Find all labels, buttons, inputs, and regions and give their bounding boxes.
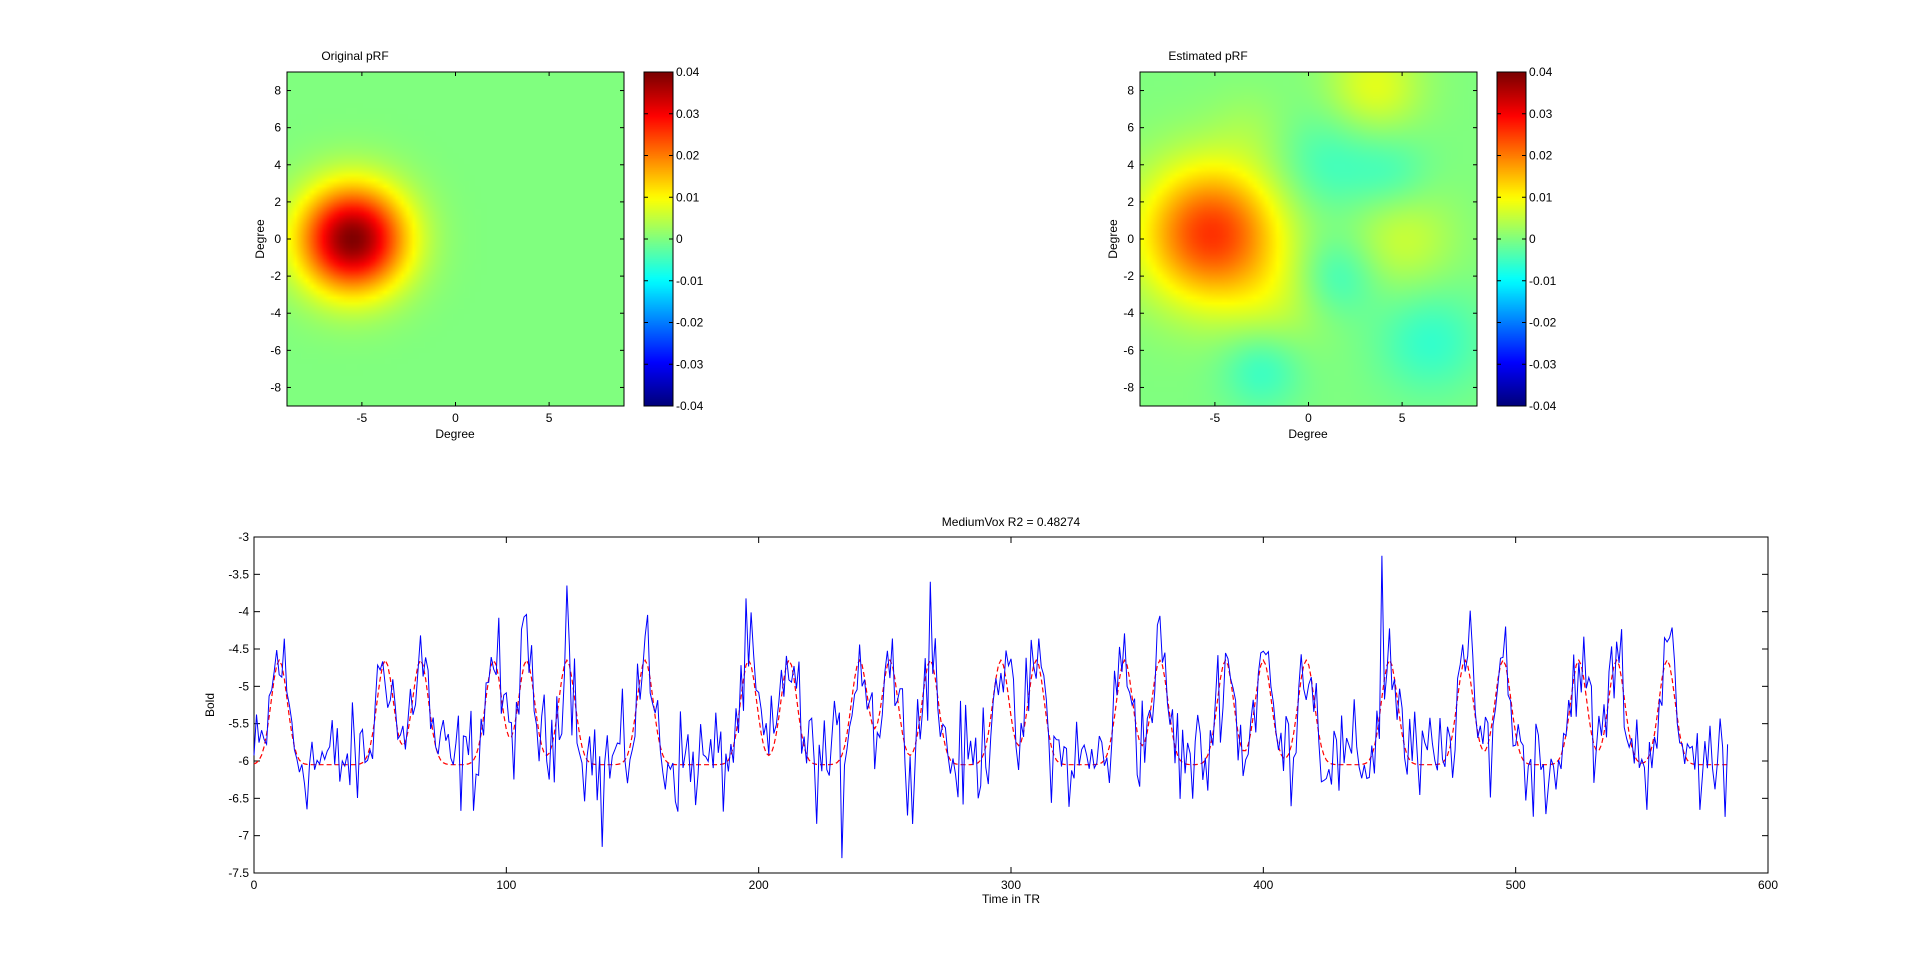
timeseries-x-tick-label: 400 xyxy=(1253,878,1273,892)
estimated-prf-colorbar-tick-label: -0.01 xyxy=(1529,274,1557,288)
original-prf-y-tick-label: 2 xyxy=(274,195,281,209)
estimated-prf-y-tick-label: 4 xyxy=(1127,158,1134,172)
estimated-prf-colorbar-ticks: 0.04 0.03 0.02 0.01 0 -0.01 -0.02 -0.03 -0.04 xyxy=(1497,65,1557,413)
estimated-prf-colorbar-tick-label: 0.04 xyxy=(1529,65,1553,79)
estimated-prf-y-tick-label: 2 xyxy=(1127,195,1134,209)
original-prf-y-tick-label: 4 xyxy=(274,158,281,172)
timeseries-y-tick-label: -4.5 xyxy=(228,642,249,656)
original-prf-y-tick-label: -6 xyxy=(270,343,281,357)
estimated-prf-x-tick-label: -5 xyxy=(1210,411,1221,425)
original-prf-y-tick-label: -8 xyxy=(270,380,281,394)
estimated-prf-colorbar-tick-label: -0.02 xyxy=(1529,316,1557,330)
original-prf-panel: Original pRF -5 0 5 8 6 4 2 0 -2 -4 -6 -8 Degree D… xyxy=(253,49,704,441)
timeseries-x-tick-label: 300 xyxy=(1001,878,1021,892)
estimated-prf-y-tick-label: 0 xyxy=(1127,232,1134,246)
timeseries-y-ticks: -3 -3.5 -4 -4.5 -5 -5.5 -6 -6.5 -7 -7.5 xyxy=(228,530,1768,880)
timeseries-x-ticks: 0 100 200 300 400 500 600 xyxy=(251,537,1778,892)
estimated-prf-colorbar-tick-label: 0.03 xyxy=(1529,107,1553,121)
estimated-prf-colorbar-tick-label: -0.03 xyxy=(1529,357,1557,371)
estimated-prf-y-tick-label: 8 xyxy=(1127,84,1134,98)
original-prf-y-tick-label: -2 xyxy=(270,269,281,283)
original-prf-colorbar xyxy=(644,72,673,406)
original-prf-y-tick-label: 0 xyxy=(274,232,281,246)
original-prf-colorbar-tick-label: -0.04 xyxy=(676,399,704,413)
timeseries-panel: MediumVox R2 = 0.48274 0 100 200 300 400 500 6… xyxy=(203,515,1778,906)
original-prf-colorbar-tick-label: -0.02 xyxy=(676,316,704,330)
original-prf-colorbar-tick-label: -0.03 xyxy=(676,357,704,371)
original-prf-y-tick-label: 8 xyxy=(274,84,281,98)
original-prf-x-ticks: -5 0 5 xyxy=(357,72,553,425)
original-prf-colorbar-tick-label: 0.03 xyxy=(676,107,700,121)
estimated-prf-y-tick-label: -8 xyxy=(1123,380,1134,394)
estimated-prf-heatmap xyxy=(1140,72,1477,406)
original-prf-ylabel: Degree xyxy=(253,219,267,259)
estimated-prf-colorbar xyxy=(1497,72,1526,406)
bold-signal-line xyxy=(253,555,1729,859)
timeseries-xlabel: Time in TR xyxy=(982,892,1040,906)
original-prf-title: Original pRF xyxy=(321,49,388,63)
timeseries-y-tick-label: -7.5 xyxy=(228,866,249,880)
timeseries-x-tick-label: 100 xyxy=(496,878,516,892)
timeseries-y-tick-label: -7 xyxy=(238,829,249,843)
estimated-prf-x-ticks: -5 0 5 xyxy=(1210,72,1406,425)
estimated-prf-y-tick-label: -4 xyxy=(1123,306,1134,320)
original-prf-colorbar-tick-label: 0.01 xyxy=(676,190,700,204)
original-prf-heatmap xyxy=(287,72,624,406)
estimated-prf-title: Estimated pRF xyxy=(1168,49,1247,63)
timeseries-y-tick-label: -3 xyxy=(238,530,249,544)
original-prf-x-tick-label: 5 xyxy=(546,411,553,425)
original-prf-colorbar-ticks: 0.04 0.03 0.02 0.01 0 -0.01 -0.02 -0.03 -0.04 xyxy=(644,65,704,413)
estimated-prf-y-tick-label: 6 xyxy=(1127,121,1134,135)
original-prf-x-tick-label: -5 xyxy=(357,411,368,425)
original-prf-colorbar-tick-label: 0.02 xyxy=(676,149,700,163)
estimated-prf-colorbar-tick-label: 0.02 xyxy=(1529,149,1553,163)
estimated-prf-y-tick-label: -6 xyxy=(1123,343,1134,357)
timeseries-y-tick-label: -5 xyxy=(238,679,249,693)
timeseries-x-tick-label: 600 xyxy=(1758,878,1778,892)
estimated-prf-xlabel: Degree xyxy=(1288,427,1328,441)
timeseries-x-tick-label: 0 xyxy=(251,878,258,892)
estimated-prf-x-tick-label: 5 xyxy=(1399,411,1406,425)
estimated-prf-ylabel: Degree xyxy=(1106,219,1120,259)
original-prf-y-tick-label: 6 xyxy=(274,121,281,135)
timeseries-ylabel: Bold xyxy=(203,693,217,717)
timeseries-y-tick-label: -3.5 xyxy=(228,567,249,581)
estimated-prf-colorbar-tick-label: 0 xyxy=(1529,232,1536,246)
timeseries-y-tick-label: -6.5 xyxy=(228,791,249,805)
estimated-prf-x-tick-label: 0 xyxy=(1305,411,1312,425)
estimated-prf-y-ticks: 8 6 4 2 0 -2 -4 -6 -8 xyxy=(1123,84,1477,394)
original-prf-colorbar-tick-label: 0.04 xyxy=(676,65,700,79)
timeseries-y-tick-label: -4 xyxy=(238,605,249,619)
original-prf-x-tick-label: 0 xyxy=(452,411,459,425)
timeseries-y-tick-label: -6 xyxy=(238,754,249,768)
timeseries-x-tick-label: 500 xyxy=(1506,878,1526,892)
original-prf-xlabel: Degree xyxy=(435,427,475,441)
timeseries-title: MediumVox R2 = 0.48274 xyxy=(942,515,1081,529)
original-prf-y-tick-label: -4 xyxy=(270,306,281,320)
estimated-prf-colorbar-tick-label: -0.04 xyxy=(1529,399,1557,413)
original-prf-y-ticks: 8 6 4 2 0 -2 -4 -6 -8 xyxy=(270,84,624,394)
model-fit-line xyxy=(253,658,1728,766)
estimated-prf-colorbar-tick-label: 0.01 xyxy=(1529,190,1553,204)
timeseries-x-tick-label: 200 xyxy=(749,878,769,892)
original-prf-colorbar-tick-label: -0.01 xyxy=(676,274,704,288)
timeseries-y-tick-label: -5.5 xyxy=(228,717,249,731)
estimated-prf-y-tick-label: -2 xyxy=(1123,269,1134,283)
original-prf-colorbar-tick-label: 0 xyxy=(676,232,683,246)
